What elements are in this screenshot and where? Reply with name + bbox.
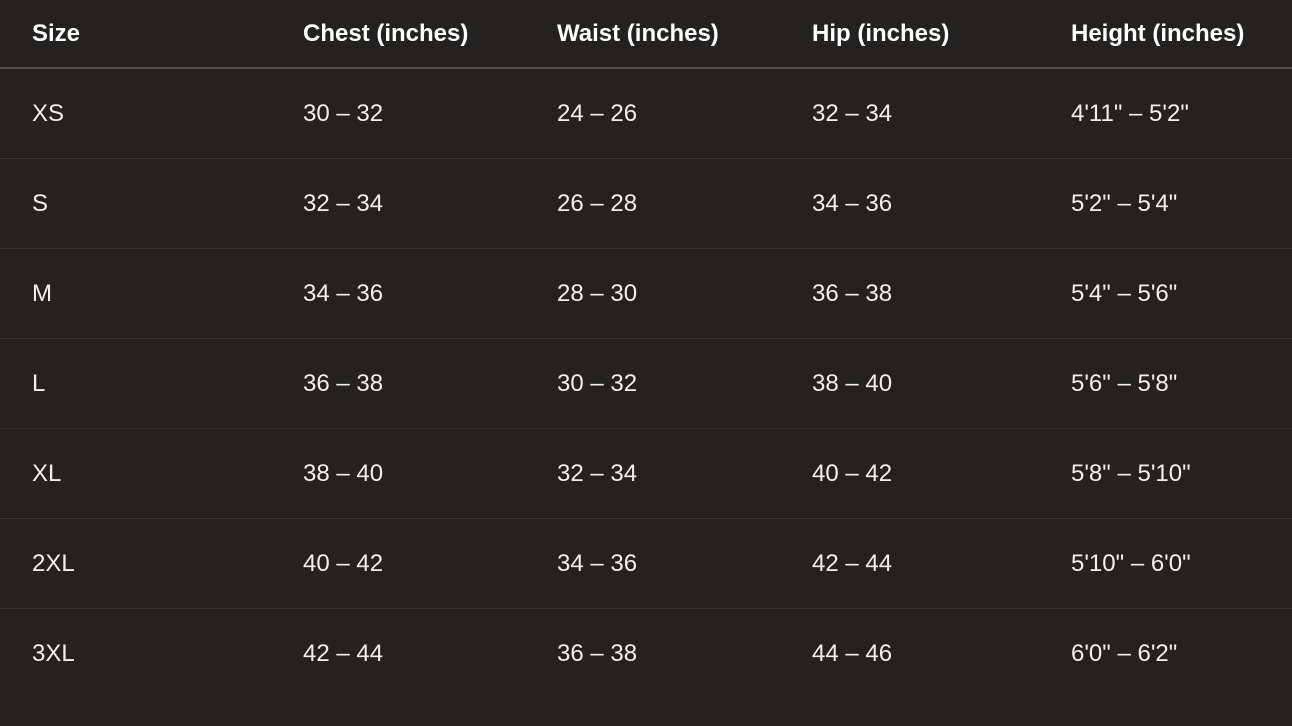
cell-height: 4'11" – 5'2" xyxy=(1071,99,1189,127)
column-header-waist: Waist (inches) xyxy=(557,0,812,69)
cell-waist: 32 – 34 xyxy=(557,459,638,487)
cell-chest: 38 – 40 xyxy=(303,459,384,487)
cell-waist: 28 – 30 xyxy=(557,279,638,307)
table-header: Size Chest (inches) Waist (inches) Hip (… xyxy=(0,0,1292,69)
cell-hip: 40 – 42 xyxy=(812,459,893,487)
cell-hip: 44 – 46 xyxy=(812,639,893,667)
cell-chest: 30 – 32 xyxy=(303,99,384,127)
cell-chest: 36 – 38 xyxy=(303,369,384,397)
table-row-xl: XL 38 – 40 32 – 34 40 – 42 5'8" – 5'10" xyxy=(0,429,1292,519)
bottom-spacer xyxy=(0,698,1292,726)
table-row-xs: XS 30 – 32 24 – 26 32 – 34 4'11" – 5'2" xyxy=(0,68,1292,159)
cell-height: 5'8" – 5'10" xyxy=(1071,459,1191,487)
cell-height: 5'10" – 6'0" xyxy=(1071,549,1191,577)
table-row-2xl: 2XL 40 – 42 34 – 36 42 – 44 5'10" – 6'0" xyxy=(0,519,1292,609)
cell-hip: 32 – 34 xyxy=(812,99,893,127)
cell-size: S xyxy=(32,189,49,217)
cell-size: XS xyxy=(32,99,65,127)
cell-height: 5'2" – 5'4" xyxy=(1071,189,1178,217)
cell-size: M xyxy=(32,279,52,307)
cell-chest: 42 – 44 xyxy=(303,639,384,667)
column-header-chest: Chest (inches) xyxy=(303,0,557,69)
cell-waist: 36 – 38 xyxy=(557,639,638,667)
cell-chest: 34 – 36 xyxy=(303,279,384,307)
cell-hip: 42 – 44 xyxy=(812,549,893,577)
cell-waist: 26 – 28 xyxy=(557,189,638,217)
column-header-hip: Hip (inches) xyxy=(812,0,1071,69)
cell-hip: 36 – 38 xyxy=(812,279,893,307)
cell-waist: 30 – 32 xyxy=(557,369,638,397)
cell-waist: 34 – 36 xyxy=(557,549,638,577)
cell-hip: 34 – 36 xyxy=(812,189,893,217)
cell-height: 5'6" – 5'8" xyxy=(1071,369,1178,397)
table-row-l: L 36 – 38 30 – 32 38 – 40 5'6" – 5'8" xyxy=(0,339,1292,429)
cell-chest: 32 – 34 xyxy=(303,189,384,217)
table-body: XS 30 – 32 24 – 26 32 – 34 4'11" – 5'2" … xyxy=(0,68,1292,698)
column-header-size: Size xyxy=(0,0,303,69)
cell-size: 3XL xyxy=(32,639,75,667)
table-row-3xl: 3XL 42 – 44 36 – 38 44 – 46 6'0" – 6'2" xyxy=(0,609,1292,699)
cell-height: 5'4" – 5'6" xyxy=(1071,279,1178,307)
cell-hip: 38 – 40 xyxy=(812,369,893,397)
cell-size: L xyxy=(32,369,46,397)
cell-waist: 24 – 26 xyxy=(557,99,638,127)
size-chart-table: Size Chest (inches) Waist (inches) Hip (… xyxy=(0,0,1292,698)
cell-size: XL xyxy=(32,459,62,487)
cell-size: 2XL xyxy=(32,549,75,577)
header-row: Size Chest (inches) Waist (inches) Hip (… xyxy=(0,0,1292,69)
column-header-height: Height (inches) xyxy=(1071,0,1292,69)
cell-height: 6'0" – 6'2" xyxy=(1071,639,1178,667)
cell-chest: 40 – 42 xyxy=(303,549,384,577)
table-row-m: M 34 – 36 28 – 30 36 – 38 5'4" – 5'6" xyxy=(0,249,1292,339)
table-row-s: S 32 – 34 26 – 28 34 – 36 5'2" – 5'4" xyxy=(0,159,1292,249)
